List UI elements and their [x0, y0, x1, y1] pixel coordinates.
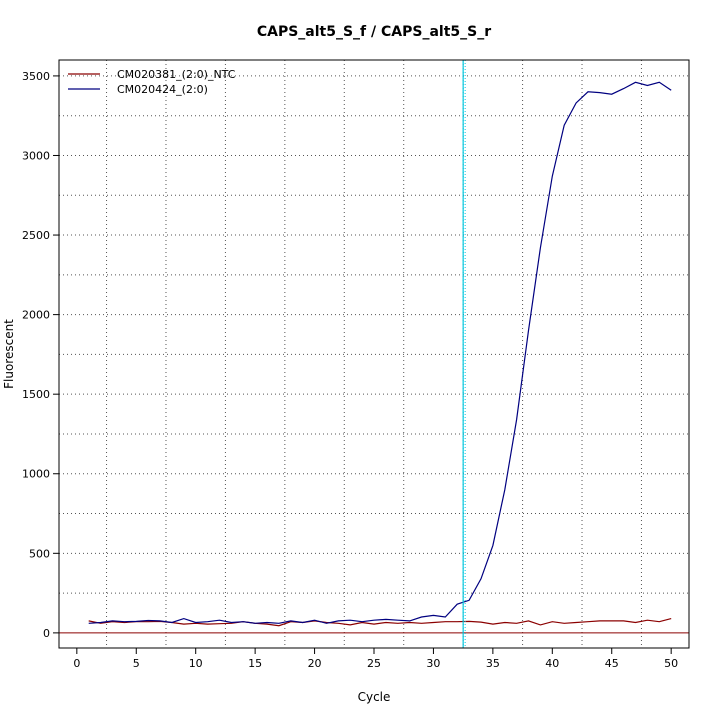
x-tick-label: 50 [664, 657, 678, 670]
legend-label-1: CM020381_(2:0)_NTC [117, 68, 236, 81]
x-axis-label: Cycle [358, 690, 391, 704]
grid [59, 60, 689, 648]
x-tick-label: 30 [426, 657, 440, 670]
x-tick-label: 0 [73, 657, 80, 670]
x-tick-label: 35 [486, 657, 500, 670]
y-tick-label: 1500 [22, 388, 50, 401]
x-tick-label: 10 [189, 657, 203, 670]
x-tick-label: 15 [248, 657, 262, 670]
y-tick-label: 3500 [22, 70, 50, 83]
y-tick-label: 2500 [22, 229, 50, 242]
chart-title: CAPS_alt5_S_f / CAPS_alt5_S_r [257, 24, 491, 40]
x-tick-label: 5 [133, 657, 140, 670]
plot-frame [58, 59, 690, 649]
y-tick-label: 0 [43, 627, 50, 640]
y-axis-label: Fluorescent [2, 319, 16, 389]
series-line-1 [88, 618, 672, 627]
y-tick-label: 3000 [22, 149, 50, 162]
series-layer [59, 60, 689, 648]
x-tick-label: 20 [308, 657, 322, 670]
y-tick-label: 2000 [22, 309, 50, 322]
legend-label-2: CM020424_(2:0) [117, 83, 208, 96]
y-axis: 0 500 1000 1500 2000 2500 3000 3500 [22, 70, 59, 640]
x-tick-label: 40 [545, 657, 559, 670]
y-tick-label: 1000 [22, 468, 50, 481]
y-tick-label: 500 [29, 547, 50, 560]
x-axis: 0 5 10 15 20 25 30 35 40 45 50 [73, 648, 678, 670]
x-tick-label: 45 [605, 657, 619, 670]
legend: CM020381_(2:0)_NTC CM020424_(2:0) [68, 68, 236, 96]
series-line-2 [88, 81, 672, 624]
x-tick-label: 25 [367, 657, 381, 670]
